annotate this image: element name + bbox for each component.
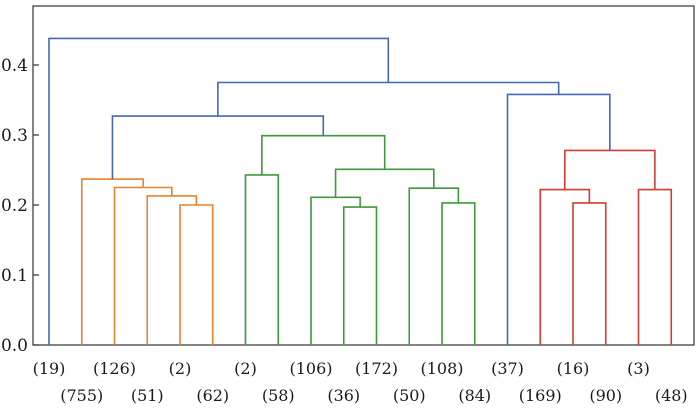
dendrogram-link-cluster-1 [113, 186, 173, 345]
leaf-label: (58) [262, 386, 295, 405]
leaf-labels: (19)(755)(126)(51)(2)(62)(2)(58)(106)(36… [33, 359, 688, 405]
y-tick-label: 0.0 [1, 336, 28, 356]
leaf-label: (755) [60, 386, 103, 405]
dendrogram-link-cluster-1 [80, 178, 144, 345]
leaf-label: (2) [234, 359, 257, 378]
dendrogram-link-cluster-1 [179, 204, 214, 345]
leaf-label: (16) [557, 359, 590, 378]
y-tick-label: 0.4 [1, 56, 28, 76]
dendrogram-link-cluster-2 [342, 206, 378, 345]
dendrogram-link-above-threshold [48, 37, 390, 345]
leaf-label: (84) [458, 386, 491, 405]
dendrogram-link-above-threshold [506, 93, 611, 345]
y-tick-label: 0.3 [1, 126, 28, 146]
y-tick-label: 0.1 [1, 266, 28, 286]
dendrogram-link-cluster-2 [244, 174, 280, 345]
leaf-label: (37) [491, 359, 524, 378]
leaf-label: (62) [196, 386, 229, 405]
leaf-label: (126) [93, 359, 136, 378]
dendrogram-link-cluster-2 [310, 196, 361, 345]
dendrogram-links [48, 37, 673, 345]
leaf-label: (172) [355, 359, 398, 378]
leaf-label: (90) [589, 386, 622, 405]
leaf-label: (36) [327, 386, 360, 405]
y-axis: 0.0 0.1 0.2 0.3 0.4 [1, 56, 39, 356]
dendrogram-link-cluster-3 [564, 149, 656, 190]
leaf-label: (2) [169, 359, 192, 378]
leaf-label: (51) [131, 386, 164, 405]
y-tick-label: 0.2 [1, 196, 28, 216]
leaf-label: (19) [33, 359, 66, 378]
dendrogram-link-cluster-3 [572, 202, 607, 345]
dendrogram-link-above-threshold [111, 115, 325, 180]
leaf-label: (106) [289, 359, 332, 378]
leaf-label: (50) [393, 386, 426, 405]
dendrogram-link-cluster-3 [637, 188, 673, 345]
plot-frame [32, 5, 695, 346]
dendrogram-link-cluster-2 [441, 202, 476, 345]
leaf-label: (169) [519, 386, 562, 405]
dendrogram-link-cluster-3 [539, 188, 591, 345]
dendrogram-link-cluster-1 [146, 195, 198, 345]
leaf-label: (108) [420, 359, 463, 378]
leaf-label: (48) [655, 386, 688, 405]
leaf-label: (3) [627, 359, 650, 378]
dendrogram-link-cluster-2 [408, 187, 460, 345]
dendrogram-link-cluster-2 [334, 168, 435, 198]
